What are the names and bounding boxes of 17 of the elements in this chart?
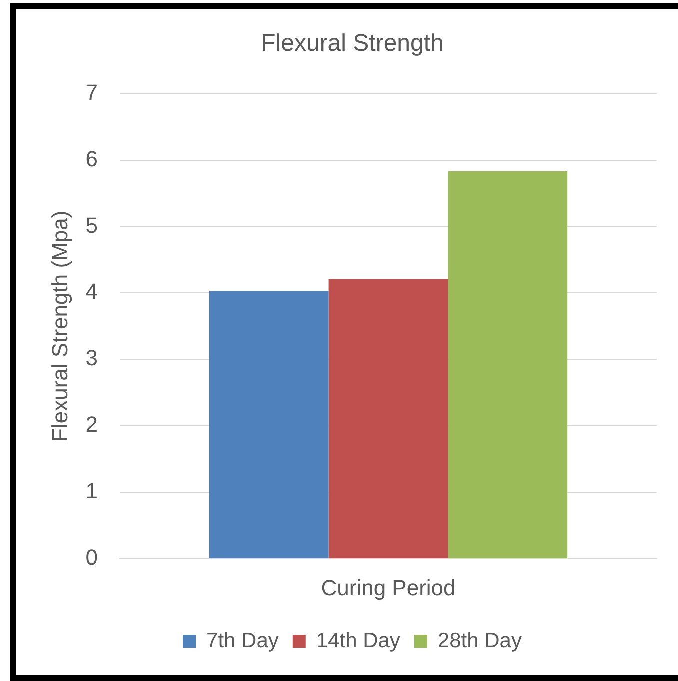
y-tick-label: 1 bbox=[86, 478, 98, 504]
bar bbox=[448, 172, 568, 558]
y-tick-label: 4 bbox=[86, 279, 98, 304]
y-tick-label: 3 bbox=[86, 346, 98, 371]
y-tick-label: 7 bbox=[86, 80, 98, 105]
chart-title: Flexural Strength bbox=[261, 30, 444, 58]
x-tick-label: Curing Period bbox=[321, 575, 456, 600]
bar bbox=[328, 279, 448, 558]
legend-label: 28th Day bbox=[438, 629, 522, 652]
y-axis-title: Flexural Strength (Mpa) bbox=[47, 210, 72, 442]
y-tick-label: 2 bbox=[86, 412, 98, 438]
y-tick-label: 5 bbox=[86, 212, 98, 238]
y-tick-label: 6 bbox=[86, 146, 98, 172]
bar bbox=[209, 291, 329, 558]
y-tick-label: 0 bbox=[86, 545, 98, 570]
legend-label: 7th Day bbox=[206, 629, 280, 652]
legend-label: 14th Day bbox=[316, 629, 401, 652]
